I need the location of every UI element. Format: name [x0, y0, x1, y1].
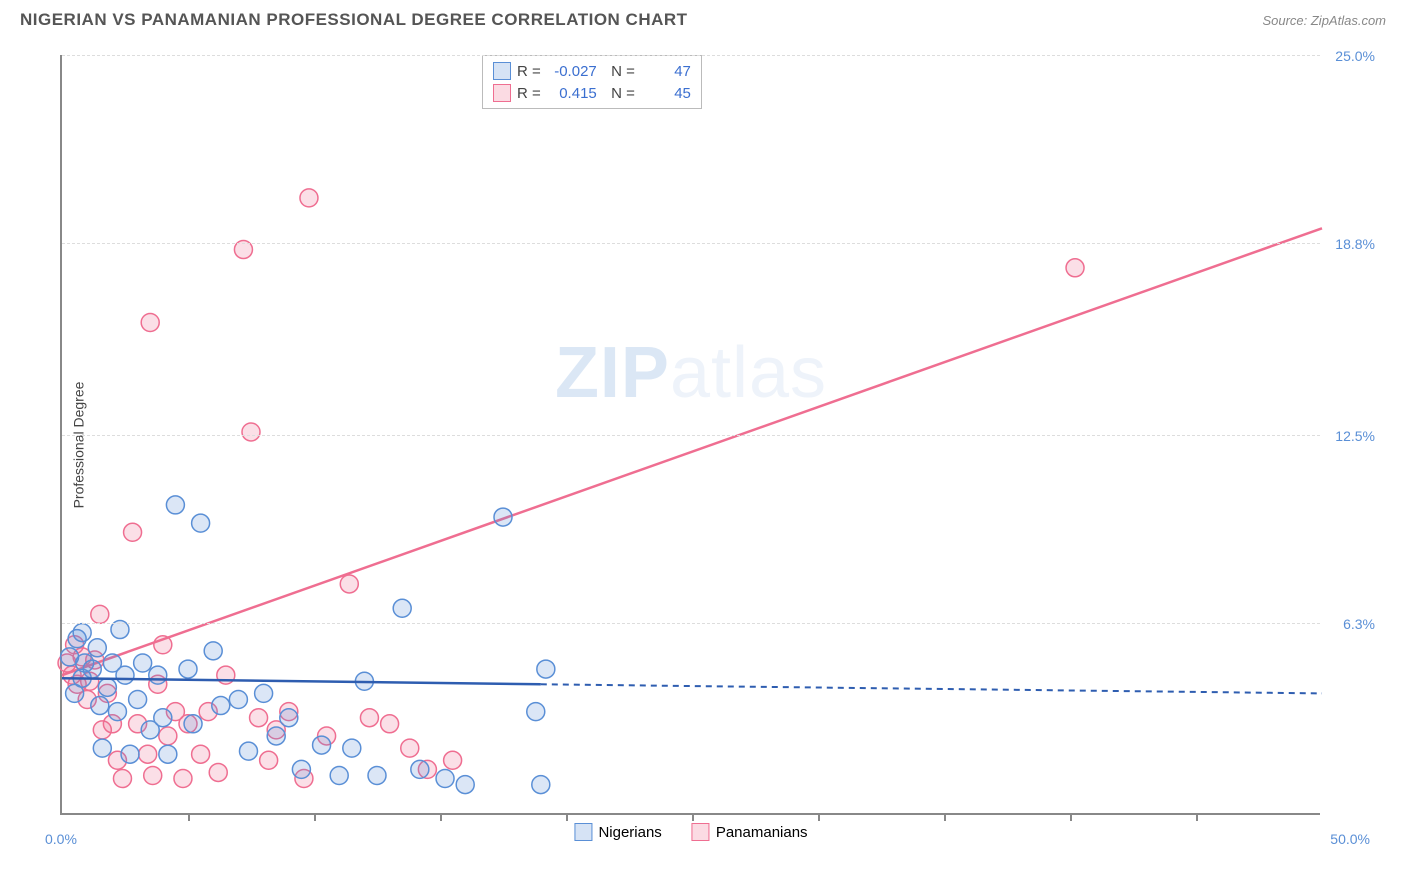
scatter-point	[149, 666, 167, 684]
trend-line	[62, 228, 1322, 675]
scatter-point	[204, 642, 222, 660]
swatch-icon	[692, 823, 710, 841]
scatter-point	[330, 766, 348, 784]
scatter-point	[292, 760, 310, 778]
scatter-point	[108, 703, 126, 721]
swatch-icon	[574, 823, 592, 841]
scatter-point	[98, 678, 116, 696]
gridline: 6.3%	[62, 623, 1320, 624]
scatter-point	[174, 770, 192, 788]
scatter-point	[280, 709, 298, 727]
legend-item-nigerians: Nigerians	[574, 823, 661, 841]
scatter-point	[121, 745, 139, 763]
scatter-point	[166, 496, 184, 514]
legend-label-panamanians: Panamanians	[716, 824, 808, 841]
scatter-point	[532, 776, 550, 794]
scatter-point	[91, 605, 109, 623]
scatter-point	[192, 514, 210, 532]
scatter-point	[134, 654, 152, 672]
scatter-point	[527, 703, 545, 721]
scatter-point	[113, 770, 131, 788]
scatter-point	[1066, 259, 1084, 277]
trend-line	[62, 678, 541, 684]
gridline: 12.5%	[62, 435, 1320, 436]
scatter-point	[192, 745, 210, 763]
x-tick	[440, 813, 442, 821]
scatter-point	[159, 727, 177, 745]
scatter-point	[401, 739, 419, 757]
y-tick-label: 6.3%	[1343, 616, 1375, 632]
scatter-svg	[62, 55, 1320, 813]
legend-label-nigerians: Nigerians	[598, 824, 661, 841]
x-tick	[818, 813, 820, 821]
scatter-point	[255, 684, 273, 702]
legend-item-panamanians: Panamanians	[692, 823, 808, 841]
scatter-point	[494, 508, 512, 526]
scatter-point	[129, 690, 147, 708]
scatter-point	[88, 639, 106, 657]
scatter-point	[343, 739, 361, 757]
scatter-point	[124, 523, 142, 541]
scatter-point	[313, 736, 331, 754]
chart-header: NIGERIAN VS PANAMANIAN PROFESSIONAL DEGR…	[0, 0, 1406, 30]
scatter-point	[154, 709, 172, 727]
scatter-point	[267, 727, 285, 745]
scatter-point	[93, 739, 111, 757]
scatter-point	[393, 599, 411, 617]
trend-line-extrapolated	[541, 684, 1322, 693]
chart-title: NIGERIAN VS PANAMANIAN PROFESSIONAL DEGR…	[20, 10, 688, 30]
scatter-point	[250, 709, 268, 727]
x-tick	[1070, 813, 1072, 821]
scatter-point	[141, 314, 159, 332]
scatter-point	[91, 697, 109, 715]
scatter-point	[456, 776, 474, 794]
scatter-point	[179, 660, 197, 678]
scatter-point	[242, 423, 260, 441]
scatter-point	[73, 624, 91, 642]
x-tick	[1196, 813, 1198, 821]
x-max-label: 50.0%	[1330, 831, 1370, 847]
scatter-point	[139, 745, 157, 763]
y-tick-label: 25.0%	[1335, 48, 1375, 64]
scatter-point	[360, 709, 378, 727]
x-min-label: 0.0%	[45, 831, 77, 847]
scatter-point	[340, 575, 358, 593]
x-tick	[944, 813, 946, 821]
scatter-point	[368, 766, 386, 784]
scatter-point	[537, 660, 555, 678]
scatter-point	[381, 715, 399, 733]
plot-region: ZIPatlas R = -0.027 N = 47 R = 0.415 N =…	[60, 55, 1320, 815]
scatter-point	[229, 690, 247, 708]
x-tick	[692, 813, 694, 821]
gridline: 25.0%	[62, 55, 1320, 56]
scatter-point	[300, 189, 318, 207]
scatter-point	[436, 770, 454, 788]
scatter-point	[144, 766, 162, 784]
series-legend: Nigerians Panamanians	[574, 823, 807, 841]
y-tick-label: 12.5%	[1335, 428, 1375, 444]
scatter-point	[239, 742, 257, 760]
gridline: 18.8%	[62, 243, 1320, 244]
x-tick	[566, 813, 568, 821]
scatter-point	[159, 745, 177, 763]
scatter-point	[184, 715, 202, 733]
x-tick	[314, 813, 316, 821]
scatter-point	[444, 751, 462, 769]
scatter-point	[116, 666, 134, 684]
scatter-point	[411, 760, 429, 778]
scatter-point	[209, 763, 227, 781]
chart-area: Professional Degree ZIPatlas R = -0.027 …	[50, 55, 1380, 835]
x-tick	[188, 813, 190, 821]
y-tick-label: 18.8%	[1335, 236, 1375, 252]
scatter-point	[83, 660, 101, 678]
source-label: Source: ZipAtlas.com	[1262, 13, 1386, 28]
scatter-point	[212, 697, 230, 715]
scatter-point	[260, 751, 278, 769]
